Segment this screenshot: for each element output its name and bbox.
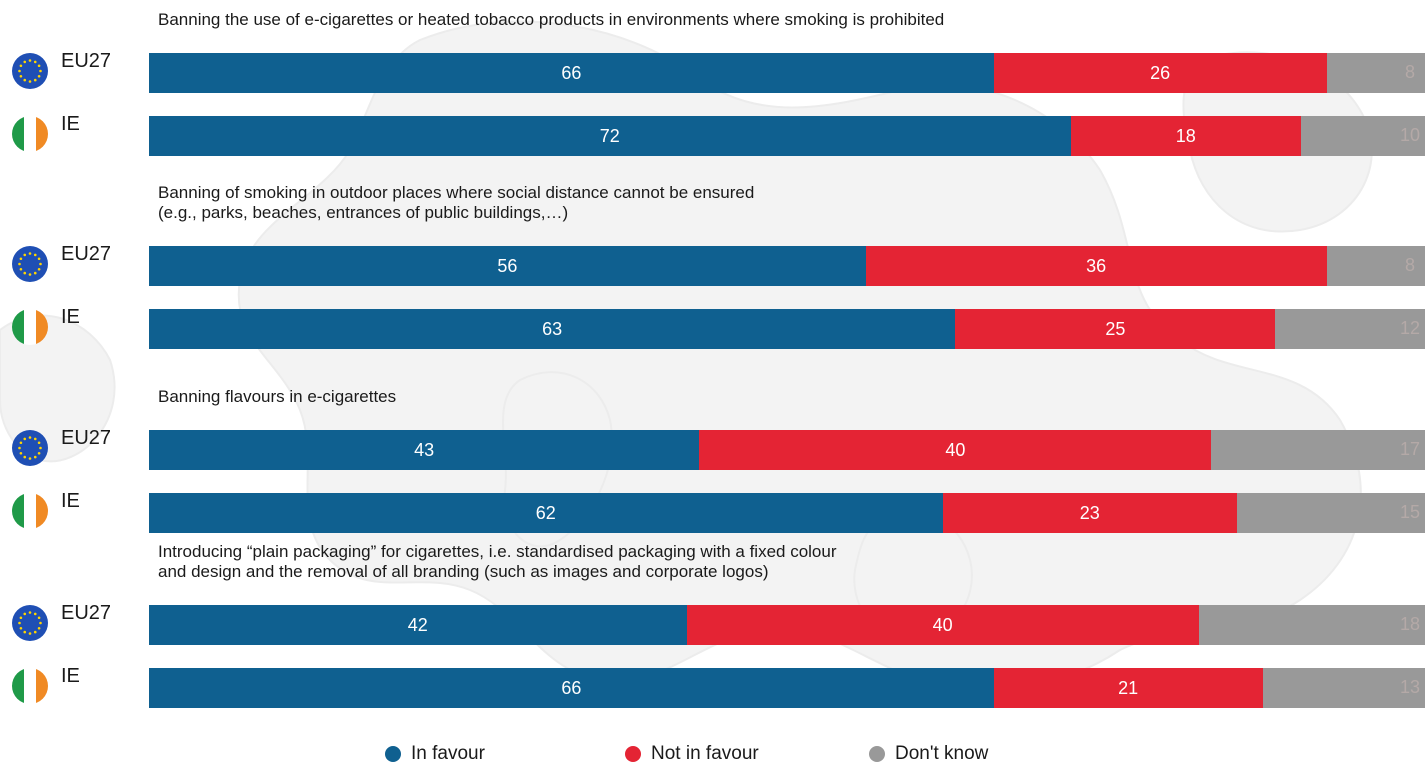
stacked-bar: 43 40 [149,430,1425,470]
eu-flag-icon [12,53,48,89]
bar-segment-not-in-favour: 18 [1070,116,1301,156]
eu-flag-icon [12,246,48,282]
bar-segment-in-favour: 42 [149,605,687,645]
data-label: 56 [497,255,518,276]
stacked-bar: 72 18 [149,116,1425,156]
legend-label-dont-know: Don't know [895,743,989,764]
eu-flag-icon [12,605,48,641]
ireland-flag-icon [12,116,48,152]
country-label: EU27 [61,50,112,72]
data-label: 26 [1150,62,1171,83]
country-label: EU27 [61,427,112,449]
question-title: Banning of smoking in outdoor places whe… [158,183,755,222]
data-label: 36 [1086,255,1107,276]
country-label: IE [61,490,80,512]
legend-swatch-in-favour [385,746,401,762]
data-label: 40 [945,439,966,460]
data-label-dont-know: 10 [1399,125,1421,145]
bar-segment-in-favour: 66 [149,668,994,708]
data-label: 42 [407,614,428,635]
bar-segment-not-in-favour: 23 [942,493,1237,533]
bar-segment-in-favour: 43 [149,430,700,470]
data-label: 62 [535,502,556,523]
ireland-flag-icon [12,668,48,704]
country-label: IE [61,113,80,135]
ireland-flag-icon [12,493,48,529]
bar-segment-dont-know [1326,246,1425,286]
data-label: 25 [1105,318,1126,339]
stacked-bar: 66 21 [149,668,1425,708]
bar-segment-not-in-favour: 36 [865,246,1327,286]
data-label: 43 [414,439,435,460]
data-label-dont-know: 8 [1404,255,1415,275]
data-label: 18 [1175,125,1196,146]
bar-segment-dont-know [1198,605,1425,645]
bar-segment-not-in-favour: 26 [993,53,1327,93]
country-label: EU27 [61,602,112,624]
country-label: IE [61,665,80,687]
country-label: IE [61,306,80,328]
bar-segment-in-favour: 63 [149,309,956,349]
bar-segment-not-in-favour: 40 [699,430,1212,470]
data-label: 66 [561,62,582,83]
data-label: 40 [932,614,953,635]
data-label: 23 [1079,502,1100,523]
country-label: EU27 [61,243,112,265]
legend-label-not-in-favour: Not in favour [651,743,759,764]
data-label-dont-know: 12 [1399,318,1421,338]
data-label: 66 [561,677,582,698]
bar-segment-in-favour: 62 [149,493,943,533]
stacked-bar: 62 23 [149,493,1425,533]
stacked-bar: 42 40 [149,605,1425,645]
data-label: 63 [542,318,563,339]
bar-segment-dont-know [1326,53,1425,93]
bar-segment-dont-know [1237,493,1425,533]
bar-segment-not-in-favour: 40 [686,605,1199,645]
data-label-dont-know: 15 [1399,502,1421,522]
bar-segment-dont-know [1301,116,1425,156]
data-label-dont-know: 13 [1399,677,1421,697]
bar-segment-not-in-favour: 21 [993,668,1263,708]
data-label-dont-know: 17 [1399,439,1421,459]
data-label: 21 [1118,677,1139,698]
bar-segment-dont-know [1275,309,1425,349]
legend-swatch-dont-know [869,746,885,762]
question-title: Banning flavours in e-cigarettes [158,387,397,406]
bar-segment-dont-know [1211,430,1425,470]
bar-segment-in-favour: 72 [149,116,1071,156]
question-title: Introducing “plain packaging” for cigare… [158,542,837,581]
eu-flag-icon [12,430,48,466]
question-title: Banning the use of e-cigarettes or heate… [158,10,945,29]
bar-segment-dont-know [1262,668,1425,708]
data-label-dont-know: 8 [1404,62,1415,82]
data-label-dont-know: 18 [1399,614,1421,634]
bar-segment-in-favour: 66 [149,53,994,93]
legend-label-in-favour: In favour [411,743,485,764]
stacked-bar: 63 25 [149,309,1425,349]
ireland-flag-icon [12,309,48,345]
bar-segment-not-in-favour: 25 [955,309,1276,349]
stacked-bar: 66 26 [149,53,1425,93]
stacked-bar: 56 36 [149,246,1425,286]
data-label: 72 [599,125,620,146]
bar-segment-in-favour: 56 [149,246,866,286]
legend-swatch-not-in-favour [625,746,641,762]
